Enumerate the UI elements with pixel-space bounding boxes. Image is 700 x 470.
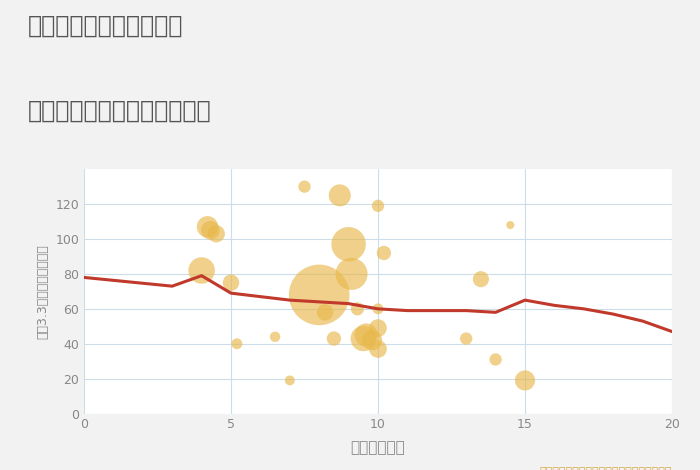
Point <box>225 279 237 286</box>
Point <box>211 230 222 237</box>
Point <box>334 192 345 199</box>
Point <box>202 223 213 231</box>
Point <box>360 331 372 339</box>
Point <box>352 305 363 313</box>
Point <box>372 324 384 332</box>
Point <box>358 335 369 342</box>
Point <box>372 305 384 313</box>
Point <box>284 376 295 384</box>
Point <box>205 227 216 234</box>
Point <box>475 275 486 283</box>
Point <box>299 183 310 190</box>
Text: 円の大きさは、取引のあった物件面積を示す: 円の大きさは、取引のあった物件面積を示す <box>540 467 672 470</box>
Point <box>328 335 339 342</box>
Text: 駅距離別中古マンション価格: 駅距離別中古マンション価格 <box>28 99 211 123</box>
Point <box>314 291 325 298</box>
Point <box>461 335 472 342</box>
Point <box>346 270 357 278</box>
Point <box>196 266 207 274</box>
Point <box>378 249 389 257</box>
Point <box>270 333 281 341</box>
Point <box>231 340 242 347</box>
Y-axis label: 坪（3.3㎡）単価（万円）: 坪（3.3㎡）単価（万円） <box>36 244 50 339</box>
Point <box>319 309 330 316</box>
Point <box>490 356 501 363</box>
Point <box>372 345 384 353</box>
Point <box>505 221 516 229</box>
Text: 三重県四日市市清水町の: 三重県四日市市清水町の <box>28 14 183 38</box>
Point <box>343 241 354 248</box>
Point <box>367 337 378 344</box>
Point <box>519 376 531 384</box>
Point <box>372 202 384 210</box>
X-axis label: 駅距離（分）: 駅距離（分） <box>351 440 405 455</box>
